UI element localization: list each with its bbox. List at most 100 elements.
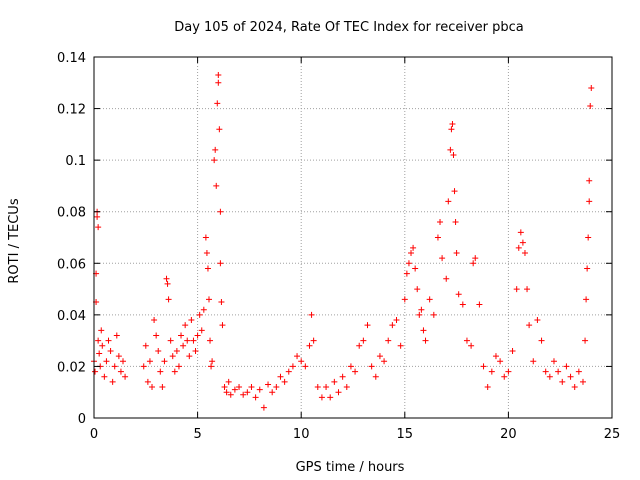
data-point <box>117 368 124 375</box>
data-point <box>111 363 118 370</box>
data-point <box>401 296 408 303</box>
data-point <box>196 311 203 318</box>
data-point <box>188 317 195 324</box>
data-point <box>559 378 566 385</box>
data-point <box>352 368 359 375</box>
data-point <box>555 368 562 375</box>
data-point <box>335 389 342 396</box>
plot-frame <box>93 56 613 419</box>
data-point <box>192 347 199 354</box>
data-point <box>171 368 178 375</box>
data-point <box>96 350 103 357</box>
data-point <box>437 219 444 226</box>
data-point <box>376 353 383 360</box>
data-point <box>497 358 504 365</box>
data-point <box>517 229 524 236</box>
data-point <box>190 337 197 344</box>
data-point <box>447 146 454 153</box>
data-point <box>95 337 102 344</box>
y-tick-label: 0.06 <box>57 257 86 272</box>
data-point <box>416 311 423 318</box>
data-point <box>453 249 460 256</box>
data-point <box>420 327 427 334</box>
data-point <box>140 363 147 370</box>
x-tick-labels: 0 5 10 15 20 25 <box>90 427 620 442</box>
grid-lines <box>94 57 612 418</box>
data-point <box>501 373 508 380</box>
data-point <box>484 384 491 391</box>
data-point <box>244 389 251 396</box>
data-point <box>103 358 110 365</box>
axis-ticks <box>93 56 613 419</box>
data-point <box>212 146 219 153</box>
data-point <box>184 337 191 344</box>
data-point <box>468 342 475 349</box>
x-axis-label: GPS time / hours <box>296 460 405 475</box>
data-point <box>472 255 479 262</box>
data-point <box>513 286 520 293</box>
data-point <box>588 84 595 91</box>
data-point <box>331 378 338 385</box>
data-point <box>248 384 255 391</box>
data-point <box>211 157 218 164</box>
data-point <box>153 332 160 339</box>
data-point <box>443 275 450 282</box>
data-point <box>161 358 168 365</box>
data-point <box>227 391 234 398</box>
data-point <box>563 363 570 370</box>
data-point <box>120 358 127 365</box>
data-point <box>546 373 553 380</box>
data-point <box>310 337 317 344</box>
data-point <box>347 363 354 370</box>
chart-title: Day 105 of 2024, Rate Of TEC Index for r… <box>174 20 524 35</box>
data-point <box>583 296 590 303</box>
data-point <box>169 353 176 360</box>
data-point <box>318 394 325 401</box>
data-point <box>285 368 292 375</box>
data-point <box>155 347 162 354</box>
data-point <box>587 102 594 109</box>
data-point <box>252 394 259 401</box>
data-point <box>455 291 462 298</box>
data-point <box>430 311 437 318</box>
data-point <box>439 255 446 262</box>
data-point <box>526 322 533 329</box>
data-point <box>240 391 247 398</box>
data-point <box>144 378 151 385</box>
data-point <box>360 337 367 344</box>
data-point <box>203 249 210 256</box>
data-point <box>217 260 224 267</box>
data-point <box>173 347 180 354</box>
data-point <box>186 353 193 360</box>
data-point <box>198 327 205 334</box>
data-point <box>364 322 371 329</box>
data-point <box>269 389 276 396</box>
data-point <box>99 342 106 349</box>
data-point <box>408 249 415 256</box>
data-point <box>157 368 164 375</box>
y-axis-label: ROTI / TECUs <box>7 198 22 283</box>
data-point <box>403 270 410 277</box>
data-point <box>122 373 129 380</box>
data-point <box>426 296 433 303</box>
data-point <box>216 126 223 133</box>
data-point <box>308 311 315 318</box>
data-point <box>92 368 99 375</box>
data-point <box>410 244 417 251</box>
data-point <box>223 389 230 396</box>
y-tick-label: 0.08 <box>57 206 86 221</box>
data-point <box>105 337 112 344</box>
data-point <box>221 384 228 391</box>
y-tick-label: 0 <box>78 412 86 427</box>
data-point <box>343 384 350 391</box>
data-point <box>236 384 243 391</box>
data-point <box>449 121 456 128</box>
data-point <box>225 378 232 385</box>
data-points <box>91 72 595 411</box>
data-point <box>448 126 455 133</box>
data-point <box>289 363 296 370</box>
data-point <box>450 151 457 158</box>
data-point <box>418 306 425 313</box>
data-point <box>579 378 586 385</box>
data-point <box>451 188 458 195</box>
